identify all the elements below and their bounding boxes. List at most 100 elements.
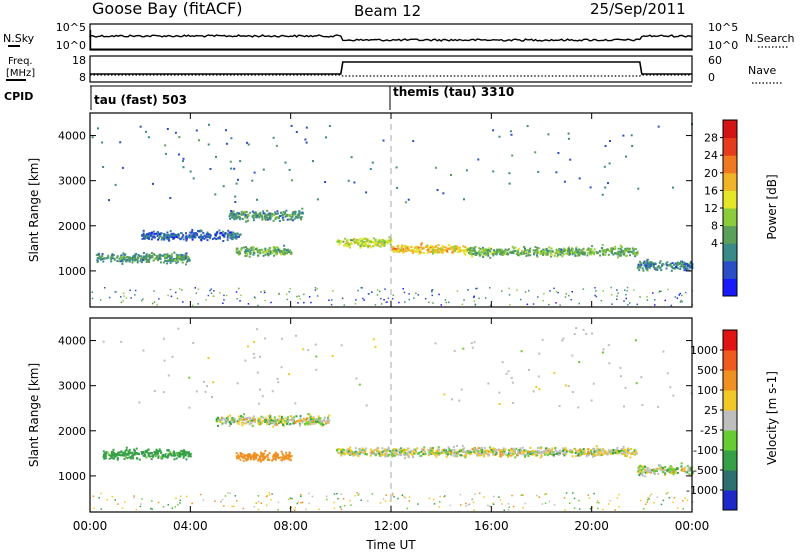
velocity-cell	[498, 391, 501, 394]
velocity-cell	[467, 504, 470, 506]
power-cell	[362, 241, 365, 244]
power-cell	[639, 266, 642, 269]
velocity-cell	[553, 372, 556, 375]
velocity-cell	[162, 337, 165, 340]
velocity-cell	[236, 421, 239, 424]
velocity-cell	[264, 421, 267, 424]
power-cell	[407, 245, 410, 248]
velocity-cell	[313, 422, 316, 425]
power-cell	[565, 293, 567, 295]
velocity-cell	[511, 381, 514, 384]
velocity-cell	[177, 455, 180, 458]
power-cell	[397, 249, 400, 252]
power-cell	[163, 233, 166, 236]
power-cell	[571, 253, 574, 256]
colorbar-segment	[723, 350, 737, 371]
power-cell	[365, 243, 368, 246]
power-cell	[284, 251, 287, 254]
velocity-cell	[318, 417, 321, 420]
power-cell	[593, 248, 596, 251]
power-cell	[422, 247, 425, 250]
velocity-cell	[412, 450, 414, 453]
velocity-cell	[489, 505, 492, 508]
power-cell	[180, 256, 183, 259]
velocity-cell	[520, 494, 523, 496]
power-cell	[392, 294, 394, 297]
velocity-cell	[122, 453, 125, 456]
velocity-cell	[455, 450, 458, 453]
power-cell	[341, 297, 344, 300]
power-cell	[270, 301, 272, 304]
power-cell	[601, 250, 604, 253]
power-cell	[488, 249, 491, 251]
velocity-cell	[322, 423, 325, 426]
power-cell	[99, 257, 102, 260]
velocity-cell	[100, 508, 102, 510]
power-cell	[232, 210, 235, 213]
power-cell	[412, 140, 415, 143]
power-cell	[652, 263, 655, 266]
velocity-cell	[435, 455, 438, 458]
velocity-cell	[386, 449, 389, 452]
power-cell	[233, 213, 236, 216]
power-cell	[188, 259, 191, 262]
power-cell	[225, 232, 228, 235]
power-cell	[244, 248, 247, 251]
velocity-cell	[314, 418, 317, 421]
power-cell	[526, 125, 529, 128]
power-cell	[637, 266, 640, 269]
velocity-cell	[434, 342, 437, 345]
power-cell	[343, 304, 345, 306]
power-cell	[589, 186, 592, 189]
velocity-cell	[591, 506, 594, 509]
velocity-cell	[528, 368, 530, 371]
power-cell	[683, 269, 686, 272]
velocity-cell	[436, 451, 439, 454]
velocity-panel-bg	[90, 318, 692, 512]
power-cell	[495, 251, 498, 254]
velocity-cell	[646, 499, 649, 501]
power-cell	[200, 239, 203, 242]
power-cell	[230, 235, 233, 238]
power-cell	[120, 260, 123, 263]
power-cell	[344, 237, 347, 240]
x-tick-label: 20:00	[574, 519, 609, 533]
velocity-cell	[235, 420, 237, 423]
power-cell	[417, 249, 420, 252]
velocity-cell	[555, 452, 558, 455]
velocity-cell	[606, 453, 609, 456]
power-cell	[373, 241, 376, 243]
x-tick-label: 16:00	[474, 519, 509, 533]
power-cell	[262, 212, 265, 215]
power-cell	[225, 294, 228, 297]
velocity-cell	[255, 456, 258, 458]
power-cell	[557, 251, 560, 254]
power-cell	[280, 253, 283, 256]
velocity-cell	[376, 447, 379, 450]
power-cell	[328, 299, 330, 301]
power-cell	[168, 236, 170, 239]
velocity-cell	[584, 453, 587, 455]
power-cell	[449, 247, 452, 249]
velocity-cell	[176, 452, 179, 455]
power-cell	[508, 182, 511, 185]
power-cell	[657, 125, 660, 128]
velocity-cell	[473, 451, 476, 453]
velocity-cell	[354, 450, 357, 453]
velocity-colorbar-label: Velocity [m s-1]	[765, 371, 779, 465]
velocity-cell	[384, 500, 387, 503]
power-cell	[170, 253, 173, 256]
power-cell	[260, 291, 262, 293]
velocity-cell	[370, 453, 373, 455]
velocity-cell	[589, 508, 592, 510]
power-cell	[516, 289, 518, 291]
power-cell	[140, 261, 143, 264]
velocity-cell	[466, 452, 469, 455]
power-cell	[234, 234, 237, 236]
velocity-cell	[638, 474, 641, 477]
velocity-cell	[384, 453, 387, 456]
power-cell	[147, 136, 150, 139]
velocity-cell	[476, 452, 479, 455]
power-cell	[603, 249, 606, 252]
